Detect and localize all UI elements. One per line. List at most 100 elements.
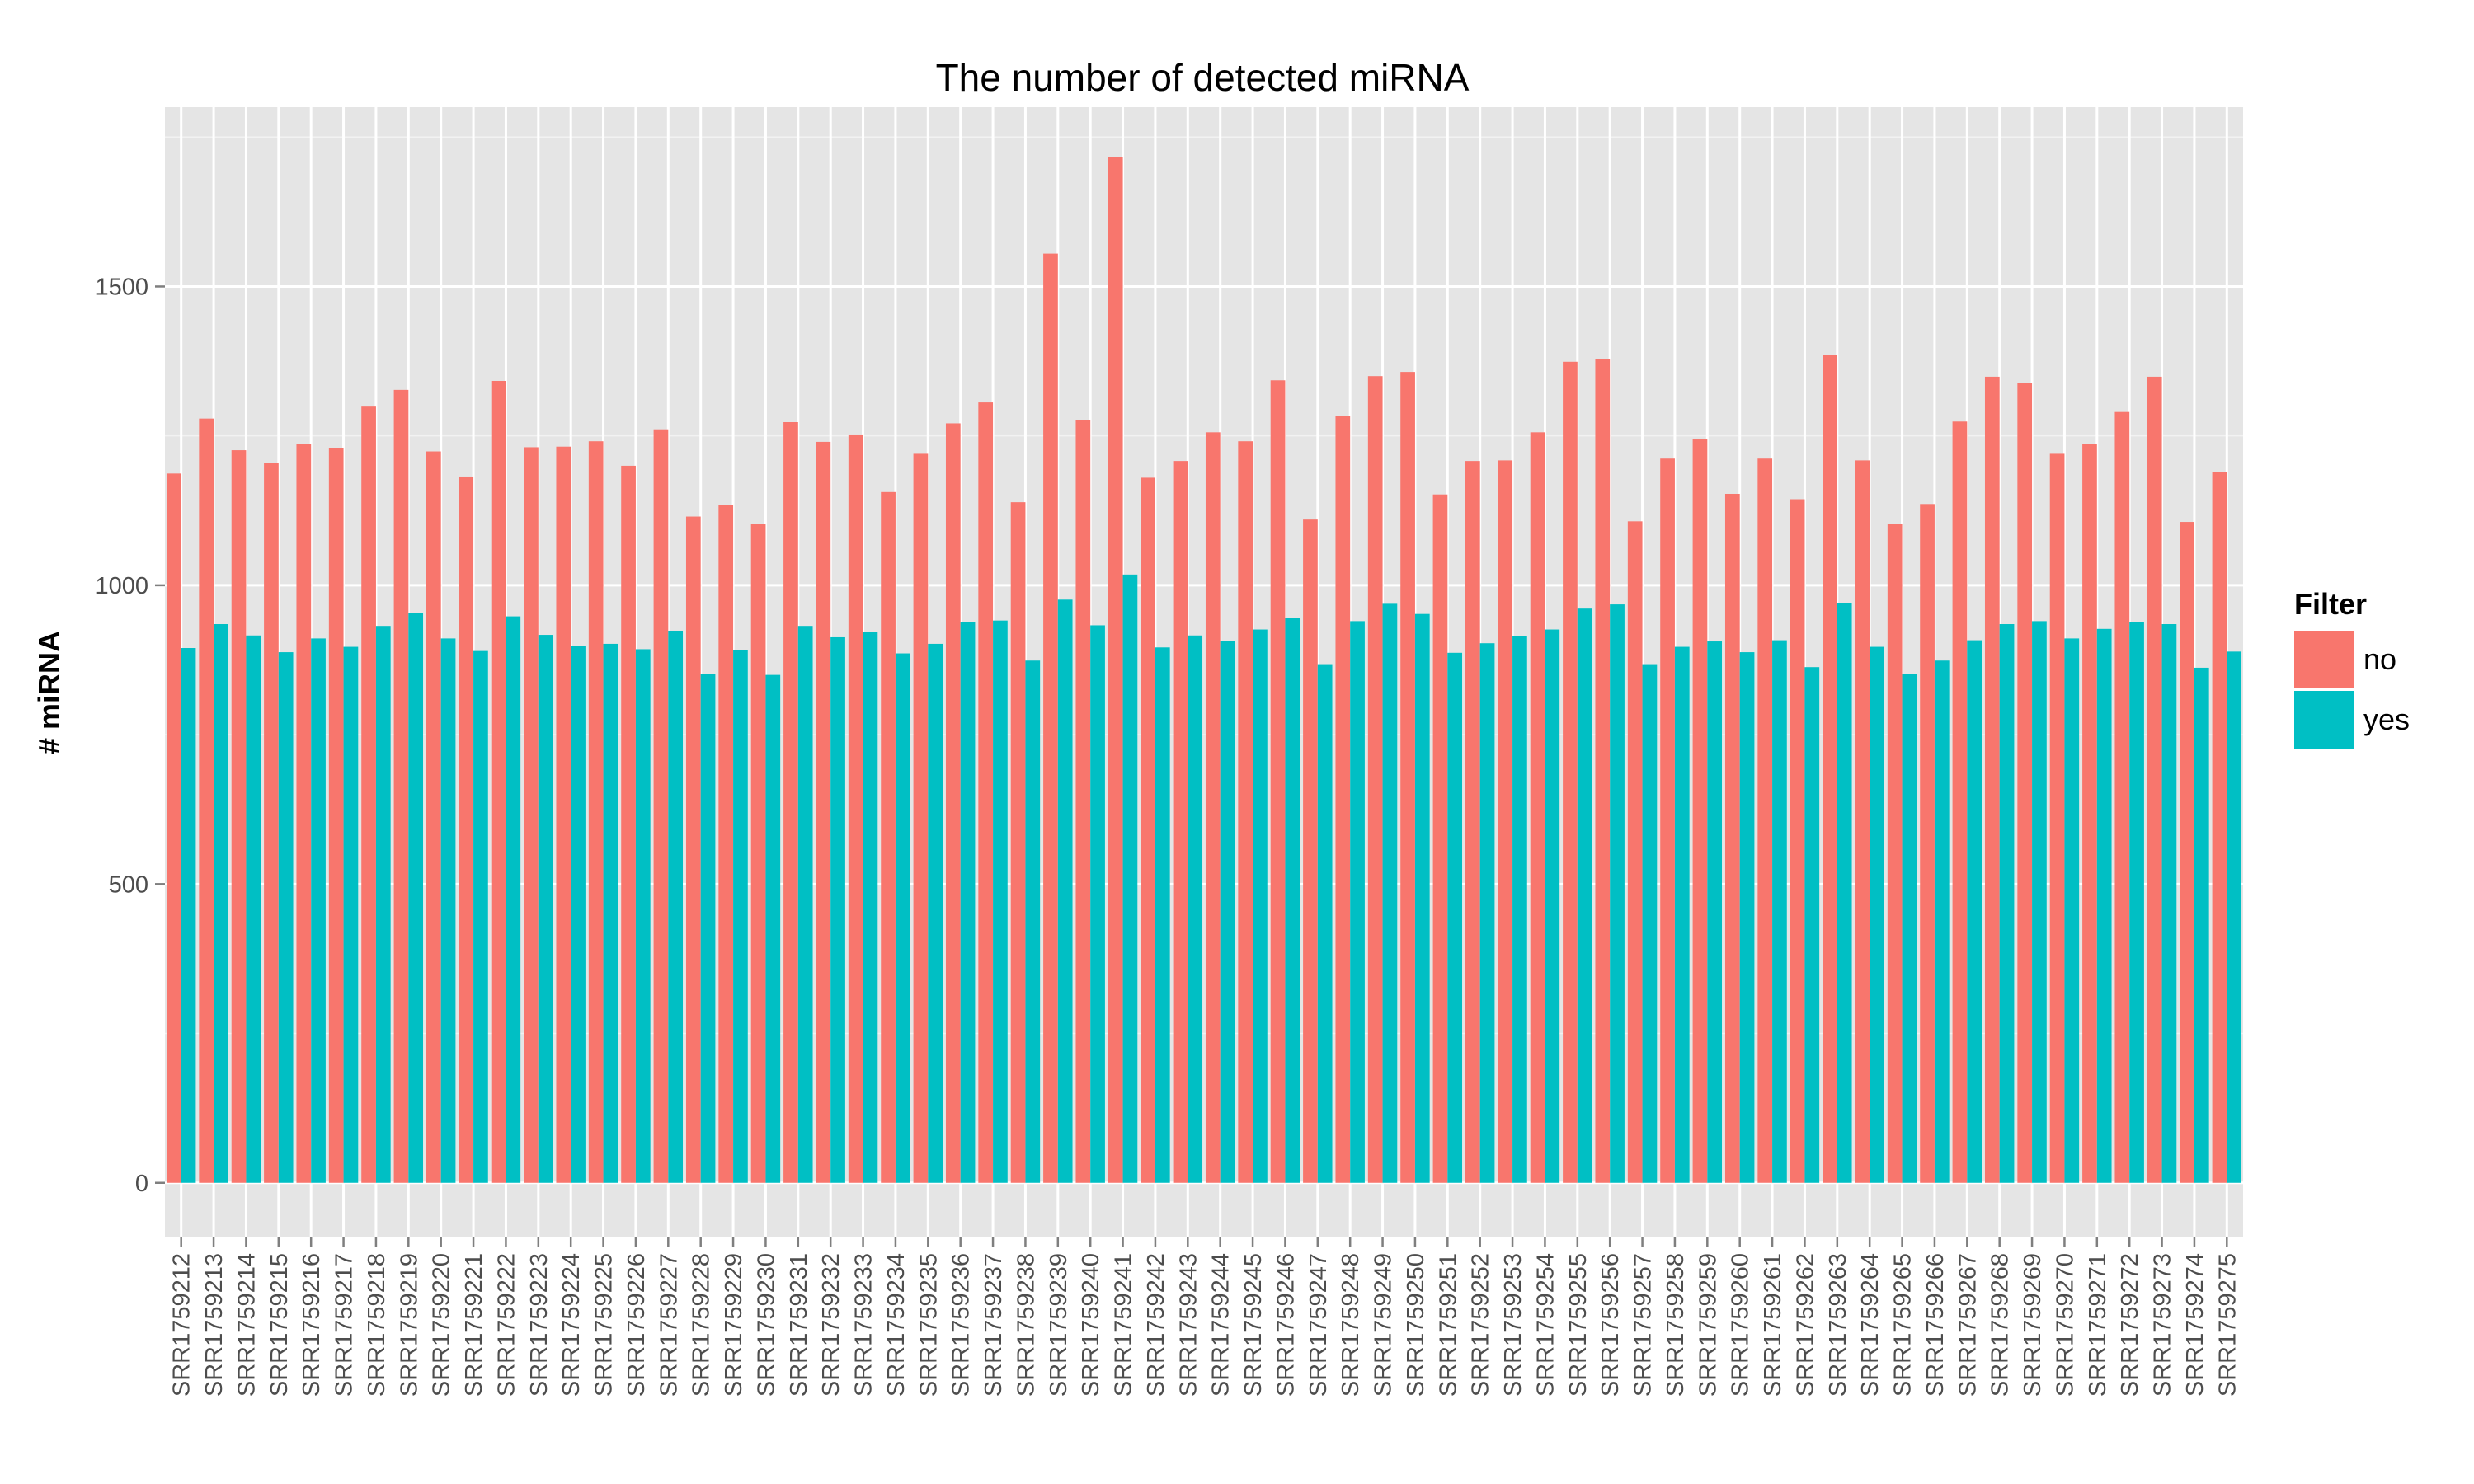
x-tick-label: SRR1759234 bbox=[883, 1253, 910, 1397]
legend: Filter no yes bbox=[2294, 587, 2410, 749]
bar-no bbox=[361, 406, 376, 1183]
x-tick-label: SRR1759237 bbox=[981, 1253, 1007, 1397]
bar-no bbox=[945, 423, 961, 1183]
bar-yes bbox=[635, 649, 651, 1183]
bar-yes bbox=[1220, 641, 1235, 1183]
bar-yes bbox=[181, 648, 196, 1183]
bar-yes bbox=[343, 646, 359, 1183]
bar-no bbox=[653, 429, 669, 1183]
x-tick-label: SRR1759238 bbox=[1013, 1253, 1039, 1397]
bar-no bbox=[1270, 380, 1286, 1183]
bar-no bbox=[1075, 420, 1091, 1183]
bar-no bbox=[2082, 444, 2097, 1183]
bar-yes bbox=[1285, 618, 1300, 1183]
bar-yes bbox=[2194, 667, 2209, 1183]
bar-no bbox=[556, 446, 571, 1183]
bar-yes bbox=[1350, 621, 1365, 1183]
bar-yes bbox=[1642, 664, 1658, 1183]
bar-no bbox=[2049, 453, 2065, 1183]
x-tick-label: SRR1759236 bbox=[948, 1253, 975, 1397]
x-tick-label: SRR1759275 bbox=[2214, 1253, 2241, 1397]
bar-yes bbox=[246, 635, 261, 1183]
bar-yes bbox=[2064, 638, 2080, 1183]
bar-no bbox=[1465, 461, 1480, 1183]
bar-yes bbox=[700, 674, 716, 1183]
bar-yes bbox=[1057, 599, 1073, 1183]
bar-yes bbox=[1253, 629, 1268, 1183]
bar-no bbox=[491, 380, 506, 1183]
bar-yes bbox=[603, 643, 618, 1183]
bar-yes bbox=[733, 650, 748, 1183]
x-tick-label: SRR1759245 bbox=[1240, 1253, 1267, 1397]
bar-no bbox=[524, 447, 539, 1183]
x-tick-label: SRR1759216 bbox=[299, 1253, 325, 1397]
x-tick-label: SRR1759221 bbox=[461, 1253, 487, 1397]
x-tick-label: SRR1759218 bbox=[364, 1253, 390, 1397]
bar-yes bbox=[473, 650, 488, 1183]
x-tick-label: SRR1759217 bbox=[332, 1253, 358, 1397]
y-tick-label: 500 bbox=[109, 871, 148, 898]
x-tick-label: SRR1759235 bbox=[915, 1253, 942, 1397]
x-tick-label: SRR1759229 bbox=[721, 1253, 747, 1397]
bar-yes bbox=[1155, 647, 1170, 1183]
x-tick-label: SRR1759213 bbox=[201, 1253, 228, 1397]
bar-yes bbox=[668, 630, 684, 1183]
bar-yes bbox=[797, 626, 813, 1183]
bar-yes bbox=[1479, 643, 1495, 1183]
bar-yes bbox=[2161, 624, 2177, 1183]
x-tick-label: SRR1759242 bbox=[1143, 1253, 1169, 1397]
x-tick-label: SRR1759257 bbox=[1630, 1253, 1657, 1397]
x-tick-label: SRR1759243 bbox=[1175, 1253, 1202, 1397]
bar-yes bbox=[440, 638, 456, 1183]
bar-no bbox=[1400, 372, 1415, 1183]
bar-no bbox=[1335, 416, 1351, 1183]
x-tick-label: SRR1759272 bbox=[2117, 1253, 2143, 1397]
x-tick-label: SRR1759248 bbox=[1338, 1253, 1364, 1397]
bar-no bbox=[1498, 460, 1513, 1183]
bar-no bbox=[1627, 521, 1643, 1183]
bar-no bbox=[1563, 361, 1578, 1183]
bar-yes bbox=[1025, 660, 1041, 1183]
bar-no bbox=[783, 422, 798, 1183]
bar-yes bbox=[765, 674, 781, 1183]
bar-no bbox=[1173, 461, 1188, 1183]
bar-yes bbox=[1122, 574, 1138, 1183]
x-tick-label: SRR1759232 bbox=[818, 1253, 844, 1397]
bar-no bbox=[913, 453, 929, 1183]
bar-no bbox=[1595, 359, 1611, 1183]
y-tick-label: 1000 bbox=[95, 573, 148, 599]
x-tick-label: SRR1759247 bbox=[1305, 1253, 1332, 1397]
x-tick-label: SRR1759260 bbox=[1728, 1253, 1754, 1397]
bar-no bbox=[426, 451, 441, 1183]
bar-yes bbox=[1577, 608, 1592, 1183]
chart-title: The number of detected miRNA bbox=[936, 56, 1470, 99]
bar-no bbox=[231, 450, 247, 1183]
bar-yes bbox=[895, 653, 910, 1183]
bar-yes bbox=[311, 638, 326, 1183]
x-tick-label: SRR1759226 bbox=[623, 1253, 650, 1397]
bar-yes bbox=[1870, 646, 1884, 1183]
x-tick-label: SRR1759246 bbox=[1272, 1253, 1299, 1397]
bar-yes bbox=[1447, 652, 1463, 1183]
bar-yes bbox=[2032, 621, 2047, 1183]
bar-yes bbox=[1934, 660, 1950, 1183]
bar-no bbox=[816, 441, 831, 1183]
x-tick-label: SRR1759219 bbox=[396, 1253, 422, 1397]
bar-yes bbox=[2096, 628, 2112, 1183]
x-tick-label: SRR1759212 bbox=[169, 1253, 195, 1397]
bar-no bbox=[2212, 472, 2227, 1183]
bar-no bbox=[1855, 460, 1870, 1183]
x-tick-label: SRR1759228 bbox=[689, 1253, 715, 1397]
bar-yes bbox=[278, 652, 294, 1183]
x-tick-label: SRR1759214 bbox=[233, 1253, 260, 1397]
x-tick-label: SRR1759252 bbox=[1468, 1253, 1494, 1397]
bar-no bbox=[1043, 253, 1058, 1183]
x-tick-label: SRR1759241 bbox=[1111, 1253, 1137, 1397]
bar-yes bbox=[928, 643, 943, 1183]
bar-no bbox=[1530, 432, 1545, 1183]
bar-no bbox=[881, 491, 896, 1183]
x-tick-label: SRR1759258 bbox=[1663, 1253, 1689, 1397]
x-tick-label: SRR1759225 bbox=[591, 1253, 618, 1397]
bar-yes bbox=[1837, 603, 1852, 1183]
